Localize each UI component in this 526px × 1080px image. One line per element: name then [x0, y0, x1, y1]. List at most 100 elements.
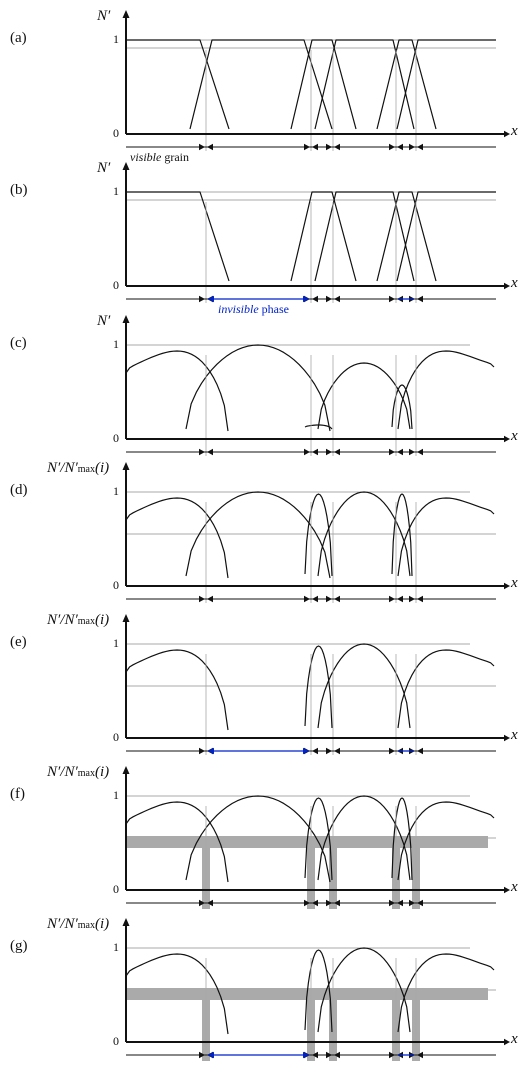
- panel-e: [122, 614, 510, 755]
- panel-label-f: (f): [10, 786, 25, 802]
- segment-arrowhead-left-1: [312, 143, 318, 151]
- y-axis-arrowhead: [122, 162, 130, 170]
- x-axis-arrowhead: [504, 130, 510, 138]
- grain-profile-1: [125, 350, 229, 432]
- invisible-phase-arrowhead-left: [208, 295, 214, 303]
- y-tick-zero-d: 0: [113, 578, 119, 592]
- y-axis-label-b: N′: [97, 160, 110, 177]
- y-axis-label-main: N′/N′: [47, 460, 78, 476]
- panel-d: [122, 462, 510, 603]
- segment-arrowhead-left-4: [417, 295, 423, 303]
- segment-arrowhead-right-0: [199, 595, 205, 603]
- segment-arrowhead-right-3: [389, 448, 395, 456]
- segment-arrowhead-left-4: [417, 747, 423, 755]
- segment-arrowhead-left-2: [334, 143, 340, 151]
- x-axis-label-c: x: [511, 428, 518, 444]
- segment-arrowhead-left-4: [417, 595, 423, 603]
- grain-profile-3: [290, 39, 357, 130]
- grain-profile-2: [189, 39, 333, 130]
- segment-arrowhead-left-3: [397, 595, 403, 603]
- segment-arrowhead-left-4: [417, 448, 423, 456]
- y-tick-one-f: 1: [113, 788, 119, 802]
- segment-arrowhead-left-4: [417, 143, 423, 151]
- grain-profile-2: [185, 795, 331, 883]
- y-tick-one-e: 1: [113, 636, 119, 650]
- segment-arrowhead-right-3: [389, 899, 395, 907]
- segment-arrowhead-left-1: [312, 295, 318, 303]
- y-axis-label-arg: (i): [94, 460, 110, 476]
- y-axis-label-main: N′: [97, 160, 111, 176]
- grain-profile-2: [185, 344, 331, 432]
- grain-profile-6: [396, 191, 496, 282]
- grain-profile-3: [304, 949, 333, 1033]
- y-axis-label-sub: max: [77, 616, 95, 627]
- grain-profile-6: [397, 801, 495, 881]
- y-axis-label-arg: (i): [94, 612, 110, 628]
- segment-arrowhead-right-0: [199, 1051, 205, 1059]
- invisible-phase-arrowhead-left: [208, 1051, 214, 1059]
- x-axis-arrowhead: [504, 1038, 510, 1046]
- grain-profile-1: [125, 497, 229, 579]
- y-axis-label-main: N′: [97, 313, 111, 329]
- segment-arrowhead-right-2: [326, 143, 332, 151]
- panel-label-b: (b): [10, 182, 28, 198]
- segment-arrowhead-right-0: [199, 448, 205, 456]
- segment-arrowhead-right-1: [304, 899, 310, 907]
- segment-arrowhead-right-2: [326, 295, 332, 303]
- annotation-italic: visible: [130, 150, 162, 164]
- y-axis-label-main: N′/N′: [47, 764, 78, 780]
- segment-arrowhead-right-0: [199, 899, 205, 907]
- x-axis-label-a: x: [511, 123, 518, 139]
- segment-arrowhead-left-1: [312, 899, 318, 907]
- x-axis-arrowhead: [504, 582, 510, 590]
- y-axis-label-e: N′/N′max(i): [47, 612, 109, 629]
- segment-arrowhead-right-3: [389, 747, 395, 755]
- grain-profile-5: [376, 191, 437, 282]
- segment-arrowhead-right-2: [326, 1051, 332, 1059]
- y-axis-arrowhead: [122, 462, 130, 470]
- segment-arrowhead-right-4: [409, 448, 415, 456]
- annotation-plain: phase: [258, 302, 289, 316]
- panel-f: [122, 766, 510, 909]
- y-axis-label-c: N′: [97, 313, 110, 330]
- invisible-phase-arrowhead-left: [208, 747, 214, 755]
- y-axis-arrowhead: [122, 918, 130, 926]
- segment-arrowhead-left-4: [417, 1051, 423, 1059]
- grain-profile-3: [304, 645, 333, 729]
- grain-profile-4: [314, 39, 415, 130]
- y-tick-zero-f: 0: [113, 882, 119, 896]
- segment-arrowhead-left-2: [334, 295, 340, 303]
- x-axis-label-f: x: [511, 879, 518, 895]
- annotation-b: invisible phase: [218, 302, 289, 317]
- grain-profile-5: [391, 797, 413, 881]
- segment-arrowhead-right-4: [409, 595, 415, 603]
- annotation-a: visible grain: [130, 150, 189, 165]
- segment-arrowhead-left-4: [417, 899, 423, 907]
- x-axis-label-b: x: [511, 275, 518, 291]
- segment-arrowhead-left-0: [207, 595, 213, 603]
- grain-profile-1: [125, 801, 229, 883]
- segment-arrowhead-left-2: [334, 595, 340, 603]
- segment-arrowhead-right-3: [389, 1051, 395, 1059]
- segment-arrowhead-left-0: [207, 448, 213, 456]
- grain-profile-2: [185, 491, 331, 579]
- grain-profile-1: [125, 649, 229, 731]
- panel-label-e: (e): [10, 634, 27, 650]
- y-axis-arrowhead: [122, 614, 130, 622]
- panel-label-d: (d): [10, 482, 28, 498]
- grain-profile-1: [125, 953, 229, 1035]
- segment-arrowhead-right-0: [199, 295, 205, 303]
- y-tick-one-g: 1: [113, 940, 119, 954]
- panel-label-a: (a): [10, 30, 27, 46]
- segment-arrowhead-right-2: [326, 448, 332, 456]
- x-axis-arrowhead: [504, 734, 510, 742]
- segment-arrowhead-left-3: [397, 899, 403, 907]
- grain-profile-6: [397, 953, 495, 1033]
- grain-profile-3: [314, 191, 415, 282]
- segment-arrowhead-left-1: [312, 1051, 318, 1059]
- panel-a: [122, 10, 510, 151]
- y-tick-zero-a: 0: [113, 126, 119, 140]
- y-axis-arrowhead: [122, 315, 130, 323]
- y-tick-zero-g: 0: [113, 1034, 119, 1048]
- segment-arrowhead-left-1: [312, 448, 318, 456]
